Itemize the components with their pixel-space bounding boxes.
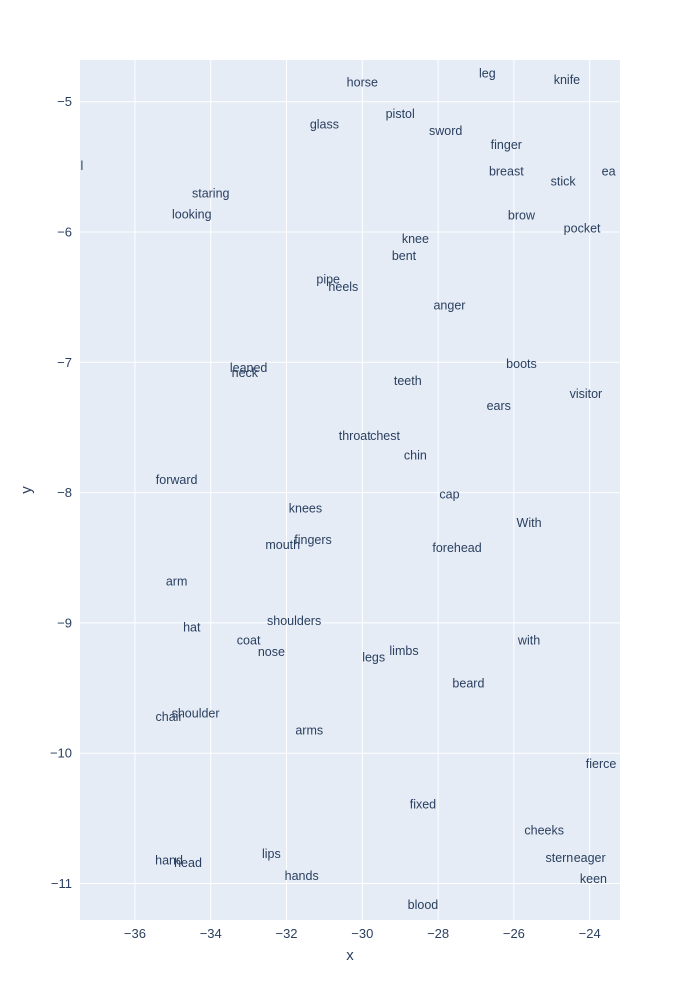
- word-label: glass: [310, 117, 339, 131]
- word-label: ea: [602, 164, 616, 178]
- word-label: hand: [155, 854, 183, 868]
- plot-area: horse leg knife pistol glass sword finger breas…: [81, 67, 617, 912]
- word-label: fingers: [294, 533, 332, 547]
- x-tick-label: −34: [200, 926, 222, 941]
- word-label: leg: [479, 67, 496, 81]
- y-tick-label: −5: [57, 94, 72, 109]
- word-label: shoulders: [267, 614, 321, 628]
- word-label: arms: [295, 723, 323, 737]
- x-tick-labels: −36 −34 −32 −30 −28 −26 −24: [124, 926, 601, 941]
- word-label: fixed: [410, 798, 436, 812]
- word-label: chin: [404, 448, 427, 462]
- y-tick-label: −11: [51, 876, 72, 891]
- word-label: staring: [192, 186, 230, 200]
- word-label: finger: [491, 138, 522, 152]
- word-label: mouth: [265, 538, 300, 552]
- word-label: pocket: [564, 222, 601, 236]
- word-label: throat: [339, 429, 371, 443]
- word-label: cheeks: [524, 824, 564, 838]
- y-tick-label: −8: [57, 485, 72, 500]
- word-label: blood: [408, 898, 439, 912]
- x-tick-label: −30: [351, 926, 373, 941]
- word-label: chest: [370, 429, 400, 443]
- word-label: forehead: [432, 541, 481, 555]
- x-axis-title: x: [346, 947, 354, 964]
- word-label: hands: [285, 869, 319, 883]
- word-label: ears: [487, 399, 511, 413]
- y-tick-labels: −5 −6 −7 −8 −9 −10 −11: [50, 94, 72, 891]
- word-label: knife: [554, 73, 580, 87]
- y-axis-title: y: [18, 486, 35, 494]
- word-label: beard: [452, 676, 484, 690]
- y-tick-label: −9: [57, 615, 72, 630]
- word-label: hat: [183, 620, 201, 634]
- word-label: chair: [156, 710, 183, 724]
- x-tick-label: −24: [579, 926, 601, 941]
- y-tick-label: −6: [57, 225, 72, 240]
- y-gridlines: [80, 101, 620, 885]
- word-label: neck: [232, 366, 259, 380]
- word-label: knees: [289, 502, 322, 516]
- word-label: With: [517, 516, 542, 530]
- word-label: arm: [166, 575, 188, 589]
- word-label: pipe: [316, 272, 340, 286]
- word-label: forward: [156, 473, 198, 487]
- word-label: lips: [262, 847, 281, 861]
- plot-background: [80, 60, 620, 920]
- word-label: teeth: [394, 374, 422, 388]
- x-tick-label: −36: [124, 926, 146, 941]
- word-label: breast: [489, 164, 524, 178]
- word-label: stern: [545, 851, 573, 865]
- word-label: shoulder: [172, 706, 220, 720]
- x-tick-label: −32: [275, 926, 297, 941]
- word-label: l: [81, 159, 84, 173]
- word-label: with: [517, 633, 540, 647]
- x-tick-label: −28: [427, 926, 449, 941]
- y-tick-label: −10: [50, 746, 72, 761]
- word-label: limbs: [389, 644, 418, 658]
- word-label: knee: [402, 232, 429, 246]
- word-label: keen: [580, 872, 607, 886]
- word-label: fierce: [586, 757, 617, 771]
- word-label: heels: [328, 280, 358, 294]
- word-label: visitor: [570, 387, 603, 401]
- word-label: nose: [258, 645, 285, 659]
- word-label: bent: [392, 249, 417, 263]
- y-tick-label: −7: [57, 355, 72, 370]
- word-label: looking: [172, 207, 212, 221]
- word-label: anger: [433, 298, 465, 312]
- word-label: head: [174, 856, 202, 870]
- word-label: coat: [237, 633, 261, 647]
- word-label: pistol: [386, 107, 415, 121]
- x-gridlines: [134, 60, 591, 920]
- word-label: boots: [506, 357, 537, 371]
- word-label: legs: [362, 650, 385, 664]
- word-label: leaned: [230, 361, 268, 375]
- word-label: sword: [429, 124, 462, 138]
- word-label: eager: [574, 851, 606, 865]
- word-label: horse: [347, 76, 378, 90]
- word-labels: horse leg knife pistol glass sword finger breas…: [81, 67, 617, 912]
- x-tick-label: −26: [503, 926, 525, 941]
- word-label: brow: [508, 209, 536, 223]
- word-label: stick: [551, 175, 577, 189]
- word-label: cap: [439, 487, 459, 501]
